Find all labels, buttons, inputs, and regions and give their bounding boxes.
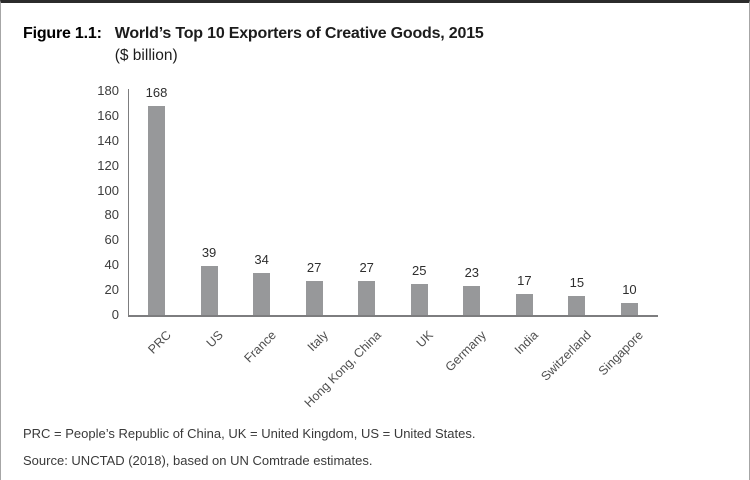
x-category-label: Italy: [304, 328, 332, 355]
y-tick-label: 160: [97, 107, 119, 123]
x-category-label: PRC: [144, 328, 174, 357]
x-category-label: Singapore: [596, 328, 647, 379]
y-tick-label: 60: [104, 232, 119, 248]
x-category-label: Switzerland: [538, 328, 594, 384]
bar-value-label: 23: [464, 265, 480, 281]
bar: [515, 293, 533, 315]
bar: [568, 296, 586, 315]
y-tick-label: 0: [111, 307, 119, 322]
bar-value-label: 15: [569, 275, 585, 291]
bar-value-label: 39: [201, 245, 217, 261]
y-tick-label: 40: [104, 257, 119, 273]
bar: [620, 302, 638, 315]
bar-chart: 0 20 40 60 80 100 120 140 160 180 168 PRC 39 US 34 Fran…: [1, 3, 749, 480]
bar: [253, 272, 271, 315]
y-tick-label: 180: [97, 83, 119, 98]
y-tick-label: 140: [97, 132, 119, 148]
bar: [410, 283, 428, 315]
footnote-abbreviations: PRC = People’s Republic of China, UK = U…: [23, 426, 476, 441]
figure-title: World’s Top 10 Exporters of Creative Goo…: [114, 25, 484, 42]
figure-title-block: Figure 1.1: World’s Top 10 Exporters of …: [23, 23, 484, 67]
figure-subtitle: ($ billion): [114, 47, 178, 64]
y-tick-label: 120: [97, 157, 119, 173]
bar-value-label: 27: [359, 260, 374, 276]
bar: [148, 105, 165, 315]
y-tick-label: 20: [104, 282, 119, 298]
bar-value-label: 27: [306, 260, 322, 276]
x-category-label: UK: [413, 328, 437, 351]
y-axis-line: [127, 89, 129, 315]
x-category-label: Germany: [442, 328, 489, 375]
x-category-label: Hong Kong, China: [301, 328, 384, 411]
footnote-source: Source: UNCTAD (2018), based on UN Comtr…: [23, 453, 373, 468]
x-category-label: France: [241, 328, 279, 366]
bar-value-label: 25: [412, 262, 427, 278]
bar: [358, 281, 376, 315]
y-tick-label: 100: [97, 182, 119, 198]
x-axis-line: [127, 315, 658, 317]
bar: [463, 286, 481, 315]
x-category-label: US: [203, 328, 226, 351]
bar: [305, 281, 323, 315]
x-category-label: India: [512, 328, 542, 358]
bar: [200, 266, 218, 315]
y-tick-label: 80: [104, 207, 119, 223]
figure-number-label: Figure 1.1:: [23, 25, 102, 42]
bar-value-label: 168: [145, 84, 168, 100]
bar-value-label: 17: [517, 272, 532, 288]
bar-value-label: 10: [622, 281, 637, 297]
bar-value-label: 34: [254, 251, 269, 267]
